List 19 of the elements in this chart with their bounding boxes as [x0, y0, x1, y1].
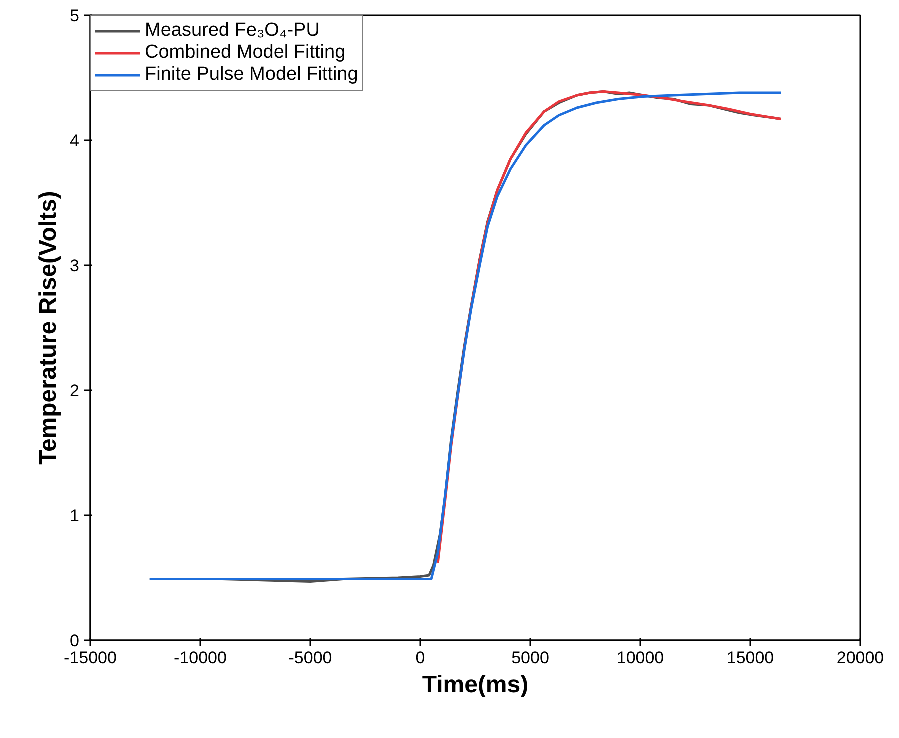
x-tick-label: -10000	[174, 648, 227, 668]
y-tick-label: 4	[70, 132, 80, 150]
x-axis-title: Time(ms)	[422, 672, 529, 698]
x-tick-label: 5000	[512, 648, 550, 668]
y-tick-label: 5	[70, 6, 80, 26]
x-tick-label: -5000	[288, 648, 332, 668]
legend-label: Combined Model Fitting	[145, 42, 346, 64]
y-tick-label: 3	[70, 256, 80, 276]
x-tick-label: 20000	[836, 648, 884, 668]
y-axis-title: Temperature Rise(Volts)	[35, 191, 62, 465]
x-tick-label: 0	[416, 648, 426, 668]
legend-label: Measured Fe₃O₄-PU	[145, 20, 320, 42]
x-tick-label: 10000	[616, 648, 664, 668]
x-tick-label: -15000	[64, 648, 117, 668]
x-tick-label: 15000	[726, 648, 774, 668]
y-tick-label: 1	[70, 506, 80, 526]
legend-label: Finite Pulse Model Fitting	[145, 64, 358, 86]
y-tick-label: 0	[70, 632, 80, 650]
y-tick-label: 2	[70, 382, 80, 400]
